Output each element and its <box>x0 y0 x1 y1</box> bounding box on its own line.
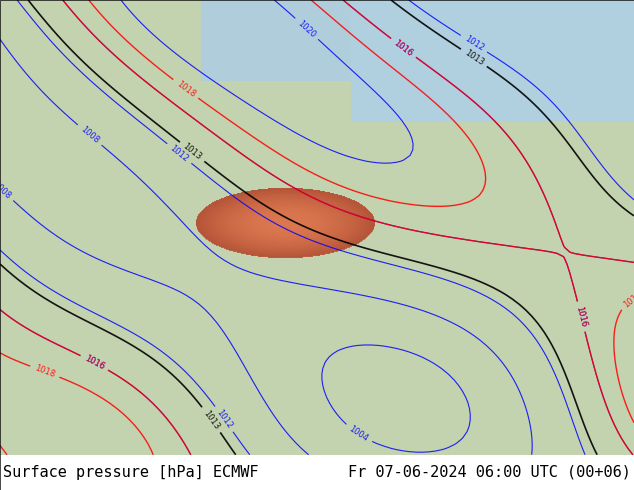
Text: 1020: 1020 <box>296 18 318 39</box>
Text: 1013: 1013 <box>463 48 485 67</box>
Text: 1012: 1012 <box>214 408 234 430</box>
Text: Surface pressure [hPa] ECMWF: Surface pressure [hPa] ECMWF <box>3 465 259 480</box>
Text: 1018: 1018 <box>34 364 56 380</box>
Text: Fr 07-06-2024 06:00 UTC (00+06): Fr 07-06-2024 06:00 UTC (00+06) <box>348 465 631 480</box>
Text: 1016: 1016 <box>574 305 588 328</box>
Text: 1016: 1016 <box>574 305 588 328</box>
Text: 1013: 1013 <box>202 409 221 431</box>
Text: 1004: 1004 <box>347 424 370 443</box>
Text: 1016: 1016 <box>83 354 106 371</box>
Text: 1018: 1018 <box>622 289 634 309</box>
Text: 1008: 1008 <box>79 125 101 146</box>
Text: 1016: 1016 <box>392 38 415 58</box>
Text: 1013: 1013 <box>181 142 204 162</box>
Text: 1012: 1012 <box>168 144 190 164</box>
Text: 1018: 1018 <box>174 79 197 99</box>
Text: 1012: 1012 <box>463 34 485 53</box>
Text: 1016: 1016 <box>83 354 106 371</box>
Text: 1016: 1016 <box>392 38 415 58</box>
Text: 1008: 1008 <box>0 179 13 200</box>
